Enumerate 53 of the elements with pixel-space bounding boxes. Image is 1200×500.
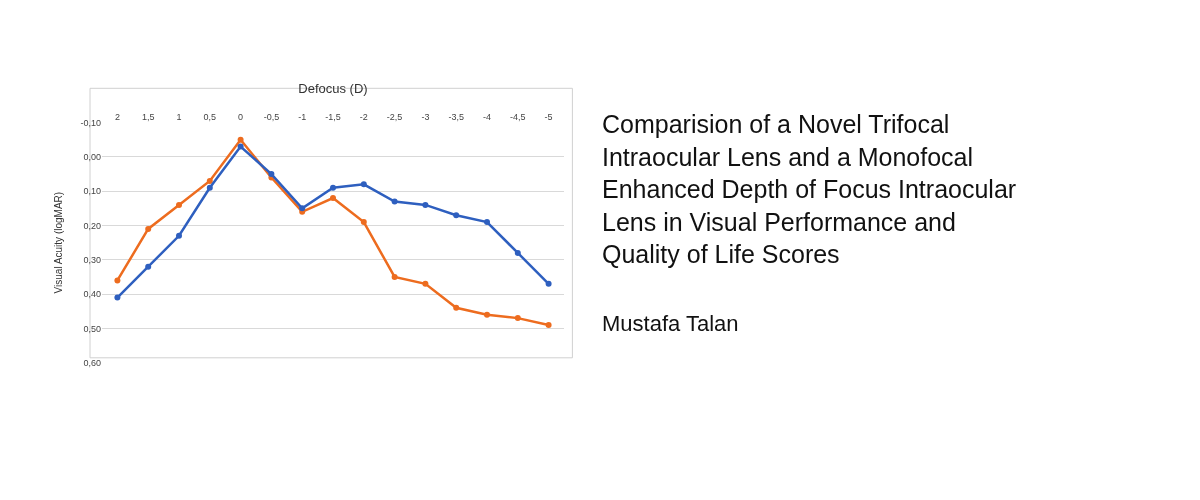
point: [237, 136, 244, 143]
x-tick-label: -4: [482, 111, 492, 122]
point: [391, 273, 398, 280]
point: [176, 232, 182, 239]
point: [422, 201, 429, 208]
point: [514, 315, 521, 322]
point: [206, 177, 213, 184]
point: [114, 294, 121, 301]
y-axis-title: Visual Acuity (logMAR): [53, 191, 65, 294]
x-tick-label: -1,5: [325, 111, 341, 122]
point: [360, 219, 367, 226]
point: [360, 181, 367, 188]
x-tick-label: 2: [114, 111, 120, 122]
point: [145, 225, 152, 232]
point: [484, 311, 490, 318]
x-tick-label: 1,5: [141, 111, 155, 122]
y-tick-label: 0,00: [83, 152, 101, 163]
text: Mustafa Talan: [602, 311, 739, 336]
x-tick-label: -2: [359, 111, 368, 122]
point: [176, 201, 182, 208]
point: [391, 198, 398, 205]
text: Comparision of a Novel Trifocal Intraocular Lens and a Monofocal Enhanced Depth of Focus Intraocular Lens in Visual Performance and Quality of Life Scores: [602, 110, 1017, 268]
y-tick-label: -0,10: [80, 117, 101, 128]
point: [453, 304, 460, 311]
y-tick-label: 0,20: [83, 220, 101, 231]
point: [545, 321, 552, 328]
x-tick-label: -1: [298, 111, 307, 122]
x-tick-label: 1: [176, 111, 182, 122]
x-tick-label: -3,5: [448, 111, 464, 122]
x-tick-label: -2,5: [386, 111, 403, 122]
point: [484, 219, 490, 226]
y-tick-label: 0,40: [83, 289, 101, 300]
x-tick-label: 0: [238, 111, 244, 122]
y-tick-label: 0,60: [83, 357, 101, 368]
point: [514, 249, 521, 256]
point: [145, 263, 152, 270]
y-tick-label: 0,10: [83, 186, 101, 197]
x-tick-label: -3: [421, 111, 430, 122]
point: [330, 184, 336, 191]
x-tick-label: -0,5: [263, 111, 280, 122]
y-tick-label: 0,30: [83, 254, 101, 265]
point: [453, 212, 460, 219]
point: [545, 280, 552, 287]
point: [206, 184, 213, 191]
x-tick-label: -5: [544, 111, 553, 122]
x-tick-label: 0,5: [203, 111, 217, 122]
point: [114, 277, 121, 284]
y-tick-label: 0,50: [83, 323, 101, 334]
x-tick-label: -4,5: [510, 111, 526, 122]
point: [422, 280, 429, 287]
point: [330, 195, 336, 202]
x-axis-title: Defocus (D): [298, 80, 368, 96]
point: [237, 143, 244, 150]
